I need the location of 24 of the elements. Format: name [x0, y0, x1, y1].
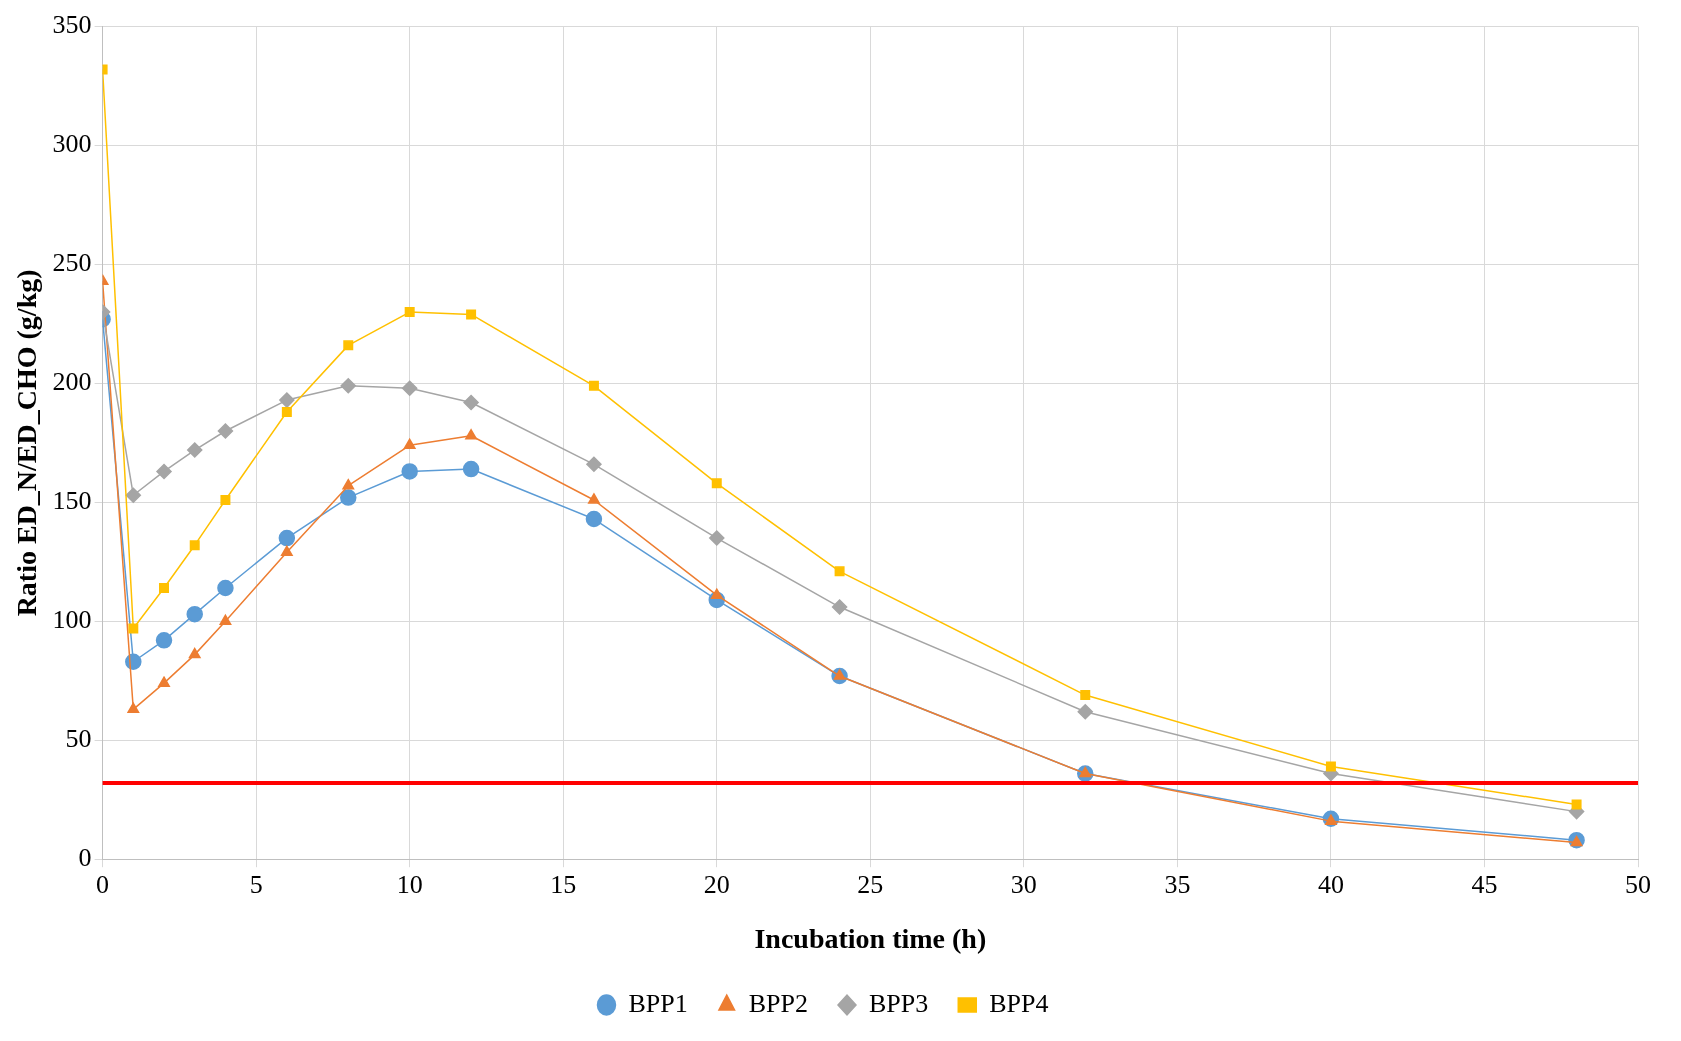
y-tick-label: 50	[65, 724, 92, 754]
legend-label: BPP4	[989, 988, 1049, 1018]
y-tick-label: 250	[52, 248, 92, 278]
y-tick-label: 0	[78, 843, 92, 873]
legend-label: BPP1	[628, 988, 688, 1018]
legend-label: BPP3	[869, 988, 929, 1018]
x-tick-label: 25	[857, 869, 884, 899]
y-tick-label: 200	[52, 367, 92, 397]
y-tick-label: 100	[52, 605, 92, 635]
x-tick-label: 30	[1010, 869, 1037, 899]
x-tick-label: 20	[703, 869, 730, 899]
y-axis-title: Ratio ED_N/ED_CHO (g/kg)	[11, 269, 43, 617]
y-tick-label: 300	[52, 129, 92, 159]
y-tick-label: 350	[52, 10, 92, 40]
x-tick-label: 10	[396, 869, 423, 899]
x-tick-label: 15	[550, 869, 577, 899]
x-tick-label: 5	[249, 869, 263, 899]
legend-label: BPP2	[748, 988, 808, 1018]
x-tick-label: 45	[1471, 869, 1498, 899]
x-axis-title: Incubation time (h)	[754, 923, 987, 955]
x-tick-label: 50	[1625, 869, 1651, 899]
y-tick-label: 150	[52, 486, 92, 516]
x-tick-label: 35	[1164, 869, 1191, 899]
x-tick-label: 40	[1317, 869, 1344, 899]
